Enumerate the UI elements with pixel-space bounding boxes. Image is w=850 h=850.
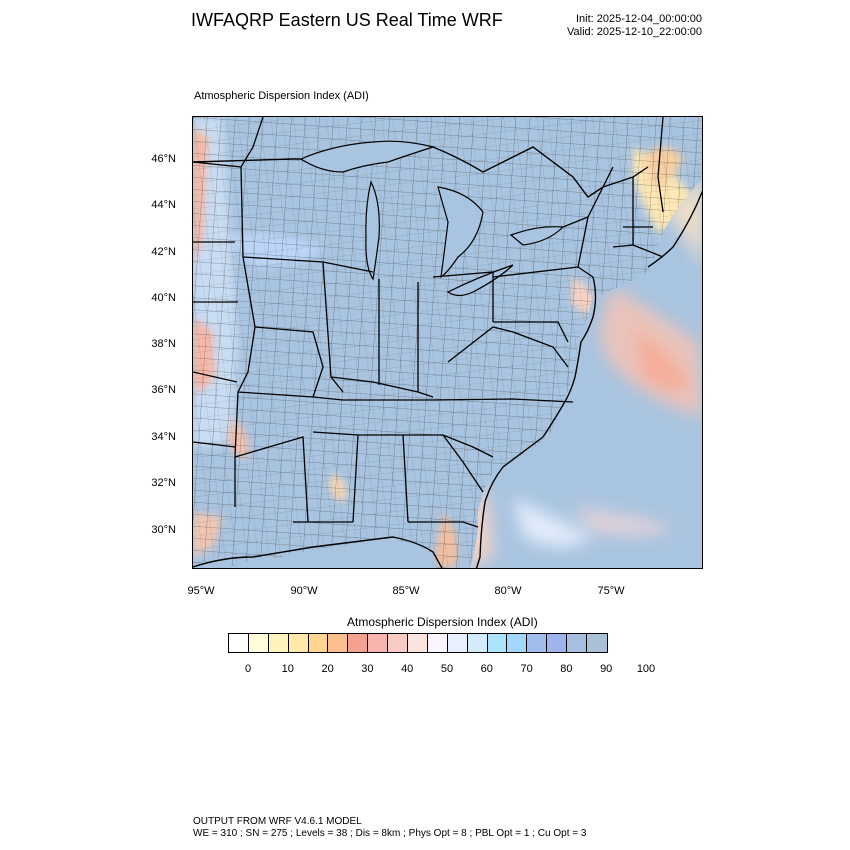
lat-label-42: 42°N (151, 246, 176, 258)
colorbar-tick-label: 0 (244, 663, 252, 675)
colorbar-tick-label: 90 (600, 663, 613, 675)
field-label: Atmospheric Dispersion Index (ADI) (194, 90, 369, 102)
colorbar-swatch (487, 634, 508, 652)
colorbar-swatch (368, 634, 389, 652)
colorbar-swatch (348, 634, 369, 652)
colorbar-swatch (467, 634, 488, 652)
valid-time: Valid: 2025-12-10_22:00:00 (567, 26, 702, 38)
colorbar-tick-label: 60 (480, 663, 493, 675)
lake-superior (299, 140, 436, 173)
colorbar-swatch (408, 634, 428, 652)
colorbar-swatch (587, 634, 607, 652)
lat-label-36: 36°N (151, 384, 176, 396)
colorbar-swatch (328, 634, 349, 652)
footer-line-2: WE = 310 ; SN = 275 ; Levels = 38 ; Dis … (193, 828, 587, 839)
colorbar-title: Atmospheric Dispersion Index (ADI) (347, 615, 538, 629)
colorbar-tick-label: 80 (560, 663, 573, 675)
map-svg (193, 117, 702, 568)
run-times: Init: 2025-12-04_00:00:00 Valid: 2025-12… (567, 13, 702, 39)
footer-line-1: OUTPUT FROM WRF V4.6.1 MODEL (193, 816, 362, 827)
lon-label-90: 90°W (290, 585, 318, 597)
lat-label-40: 40°N (151, 292, 176, 304)
lon-label-85: 85°W (392, 585, 420, 597)
lake-ontario (509, 226, 565, 246)
colorbar-tick-label: 50 (440, 663, 454, 675)
colorbar-swatch (288, 634, 309, 652)
colorbar-swatch (547, 634, 568, 652)
colorbar-swatch (308, 634, 329, 652)
colorbar-swatch (388, 634, 409, 652)
plot-title: IWFAQRP Eastern US Real Time WRF (191, 10, 503, 30)
lon-label-80: 80°W (494, 585, 522, 597)
init-time: Init: 2025-12-04_00:00:00 (576, 13, 702, 25)
lat-label-38: 38°N (151, 338, 176, 350)
colorbar-swatch (447, 634, 468, 652)
colorbar-tick-label: 100 (636, 663, 656, 675)
colorbar-swatch (527, 634, 548, 652)
colorbar-tick-label: 20 (321, 663, 334, 675)
lat-label-34: 34°N (151, 431, 176, 443)
map-panel (192, 116, 703, 569)
colorbar-swatch (427, 634, 448, 652)
lat-label-32: 32°N (151, 477, 176, 489)
coastline (193, 146, 702, 568)
lon-label-95: 95°W (187, 585, 215, 597)
state-borders (193, 117, 664, 528)
colorbar-tick-label: 40 (401, 663, 414, 675)
lat-label-30: 30°N (151, 524, 176, 536)
model-footer: OUTPUT FROM WRF V4.6.1 MODEL WE = 310 ; … (193, 816, 586, 840)
colorbar (228, 633, 608, 653)
colorbar-tick-label: 70 (520, 663, 533, 675)
colorbar-tick-label: 30 (361, 663, 374, 675)
colorbar-swatch (268, 634, 289, 652)
colorbar-swatch (567, 634, 588, 652)
lat-label-44: 44°N (151, 199, 176, 211)
lake-michigan (365, 180, 380, 281)
lon-label-75: 75°W (597, 585, 625, 597)
colorbar-tick-label: 10 (281, 663, 294, 675)
lat-label-46: 46°N (151, 153, 176, 165)
lake-huron (437, 186, 484, 279)
colorbar-swatch (248, 634, 269, 652)
colorbar-swatch (229, 634, 249, 652)
colorbar-swatch (507, 634, 528, 652)
